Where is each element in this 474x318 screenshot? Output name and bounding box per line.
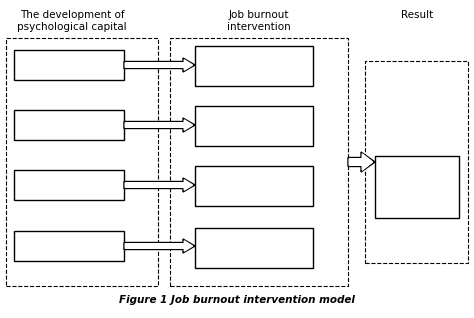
Polygon shape [125, 241, 192, 251]
Text: resilience: resilience [44, 241, 94, 251]
Text: The development of
psychological capital: The development of psychological capital [17, 10, 127, 31]
Text: Job burnout
intervention: Job burnout intervention [227, 10, 291, 31]
Text: job satisfaction: job satisfaction [377, 182, 457, 192]
Text: relaxation
training: relaxation training [228, 175, 280, 197]
Polygon shape [125, 120, 192, 130]
Text: hope: hope [56, 120, 82, 130]
Bar [14, 50, 124, 80]
Text: optimism: optimism [45, 180, 93, 190]
Text: participation in
management: participation in management [214, 55, 293, 77]
Bar [195, 46, 313, 86]
Text: self-efficacy: self-efficacy [38, 60, 100, 70]
Bar [14, 170, 124, 200]
Polygon shape [125, 180, 192, 190]
Bar [195, 166, 313, 206]
Bar [14, 110, 124, 140]
Text: Result: Result [401, 10, 433, 20]
Polygon shape [124, 58, 195, 72]
Bar [14, 231, 124, 261]
Text: cognitive
restructuring: cognitive restructuring [220, 115, 288, 137]
Polygon shape [124, 239, 195, 253]
Bar [6, 38, 158, 286]
Text: Figure 1 Job burnout intervention model: Figure 1 Job burnout intervention model [119, 295, 355, 305]
Polygon shape [124, 118, 195, 132]
Bar [365, 61, 468, 263]
Polygon shape [125, 60, 192, 70]
Bar [170, 38, 348, 286]
Text: psychological
counseling: psychological counseling [219, 237, 290, 259]
Polygon shape [124, 178, 195, 192]
Polygon shape [349, 154, 373, 170]
Polygon shape [348, 152, 375, 172]
Bar [195, 228, 313, 268]
Bar [195, 106, 313, 146]
Bar [375, 156, 459, 218]
